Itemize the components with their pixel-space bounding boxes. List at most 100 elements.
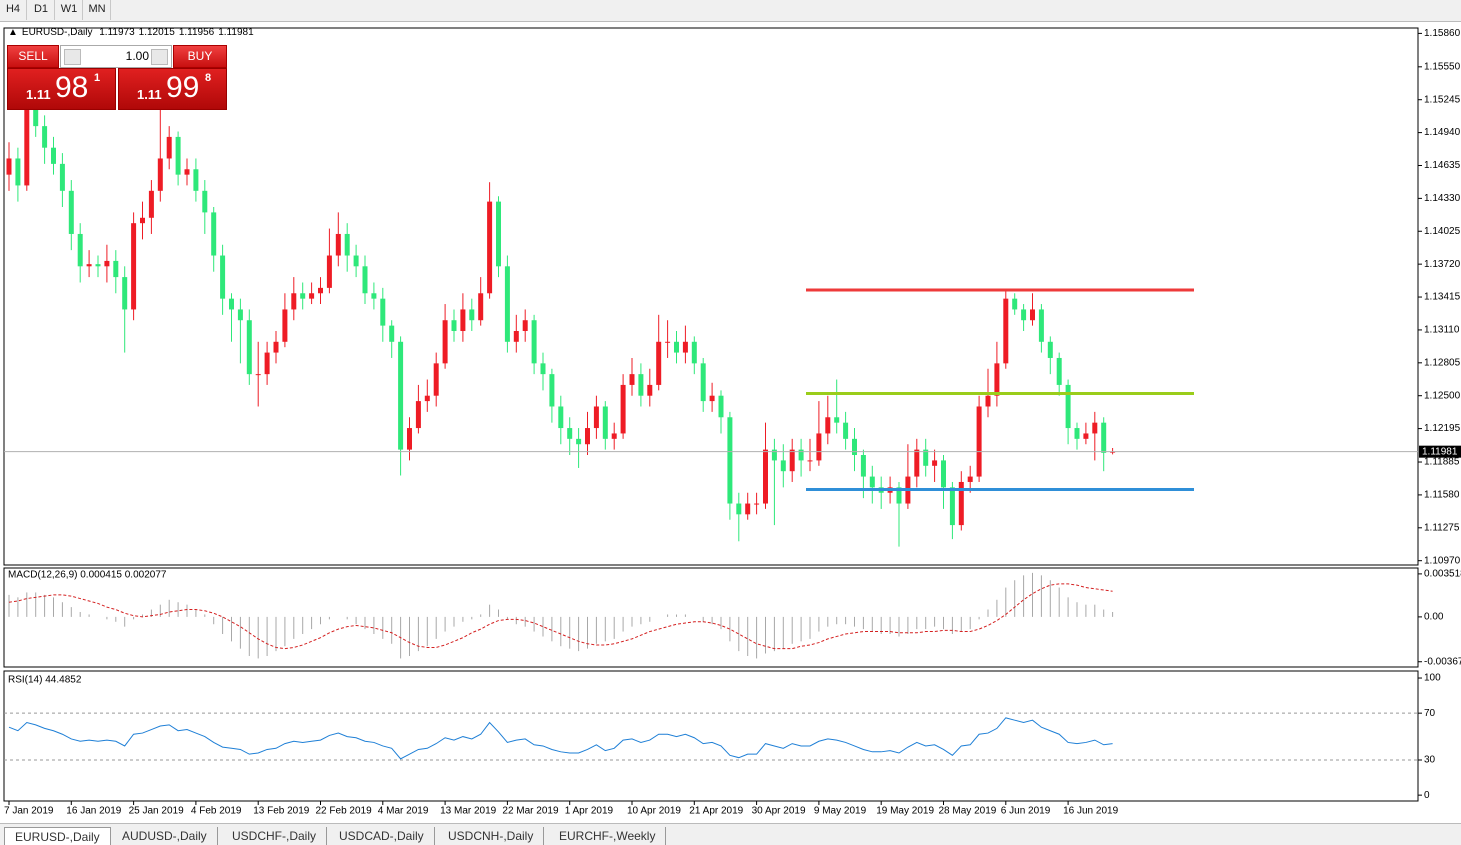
open-price: 1.11973 [99,27,135,38]
ask-pips: 99 [166,71,200,104]
candle-body [131,223,137,310]
y-tick-label: 1.13415 [1424,292,1461,303]
y-tick-label: 1.13720 [1424,259,1461,270]
candle-body [300,293,306,299]
candle-body [602,406,608,439]
x-tick-label: 30 Apr 2019 [752,806,806,817]
candle-body [522,320,528,332]
close-price: 1.11981 [218,27,254,38]
candle-body [451,320,457,332]
timeframe-toolbar: H4 D1 W1 MN [0,0,1461,22]
candle-body [763,449,768,504]
candle-body [1065,384,1071,429]
candle-body [282,309,288,342]
timeframe-button[interactable]: H4 [0,0,27,20]
candle-body [166,136,172,159]
candle-body [700,363,706,402]
candle-body [460,309,466,332]
x-tick-label: 4 Feb 2019 [191,806,242,817]
candle-body [68,190,74,234]
y-tick-label: 1.14635 [1424,160,1461,171]
x-tick-label: 19 May 2019 [876,806,934,817]
y-tick-label: 1.15860 [1424,28,1461,39]
candle-body [540,363,546,375]
macd-signal-line [8,583,1113,650]
lot-decrease[interactable] [64,49,81,65]
candle-body [59,163,65,191]
candle-body [335,233,341,256]
x-tick-label: 7 Jan 2019 [4,806,54,817]
chart-tab[interactable]: USDCNH-,Daily [438,827,545,845]
candle-body [51,147,56,164]
candle-body [371,293,377,299]
y-tick-label: 30 [1424,755,1436,766]
y-tick-label: 1.11580 [1424,490,1460,501]
chart-tab[interactable]: USDCHF-,Daily [222,827,327,845]
chart-tab[interactable]: EURUSD-,Daily [4,827,111,845]
price-tag-label: 1.11981 [1422,446,1458,457]
candle-body [309,293,315,299]
high-price: 1.12015 [138,27,175,38]
candle-body [246,320,252,375]
candle-body [513,331,519,342]
candle-body [86,264,92,267]
y-tick-label: -0.00367 [1424,656,1461,667]
candle-body [932,460,938,466]
candle-body [780,460,786,472]
y-tick-label: 0 [1424,790,1430,801]
candle-body [558,406,564,429]
candle-body [42,126,48,148]
y-tick-label: 1.14940 [1424,127,1461,138]
bid-price[interactable]: 1.11 98 1 [7,68,116,110]
candle-body [674,341,679,353]
candle-body [985,395,991,407]
candle-body [576,438,582,445]
ask-price[interactable]: 1.11 99 8 [118,68,227,110]
y-tick-label: 1.10970 [1424,555,1461,566]
x-tick-label: 22 Feb 2019 [316,806,373,817]
lot-value: 1.00 [125,49,149,63]
candle-body [24,104,30,186]
x-tick-label: 4 Mar 2019 [378,806,429,817]
x-tick-label: 1 Apr 2019 [565,806,614,817]
y-tick-label: 0.003518 [1424,569,1461,580]
timeframe-button[interactable]: D1 [28,0,55,20]
timeframe-button[interactable]: W1 [56,0,83,20]
candle-body [1038,309,1044,342]
x-tick-label: 13 Mar 2019 [440,806,497,817]
y-tick-label: 1.12195 [1424,423,1461,434]
candle-body [923,449,929,466]
candle-body [843,422,849,439]
y-tick-label: 100 [1424,673,1441,684]
lot-input[interactable]: 1.00 [60,45,172,68]
candle-body [834,417,840,423]
candle-body [496,201,501,267]
candle-body [77,233,83,267]
macd-title: MACD(12,26,9) 0.000415 0.002077 [8,570,167,581]
sell-button[interactable]: SELL [7,45,59,68]
chart-tab[interactable]: AUDUSD-,Daily [112,827,218,845]
chart-tab[interactable]: EURCHF-,Weekly [549,827,667,845]
symbol-label: EURUSD-,Daily [21,27,93,38]
x-tick-label: 6 Jun 2019 [1001,806,1051,817]
buy-button[interactable]: BUY [173,45,227,68]
candle-body [237,309,243,321]
candle-body [771,449,777,461]
x-tick-label: 9 May 2019 [814,806,867,817]
candle-body [789,449,795,472]
candle-body [647,384,653,396]
candle-body [798,449,804,461]
candle-body [478,293,484,321]
y-tick-label: 1.11275 [1424,522,1460,533]
collapse-arrow[interactable]: ▲ [8,27,18,38]
bid-pips: 98 [55,71,89,104]
candle-body [175,136,181,175]
candle-body [344,233,350,256]
candle-body [941,460,946,488]
candle-body [593,406,599,429]
y-tick-label: 1.14025 [1424,226,1461,237]
timeframe-button[interactable]: MN [84,0,111,20]
chart-tab[interactable]: USDCAD-,Daily [329,827,435,845]
lot-increase[interactable] [151,49,168,65]
candle-body [424,395,430,402]
